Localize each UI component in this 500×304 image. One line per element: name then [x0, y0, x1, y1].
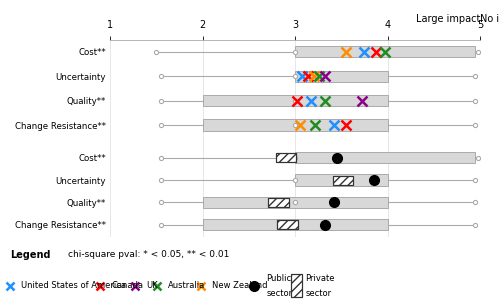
Bar	[291, 274, 302, 297]
Text: Australia: Australia	[168, 281, 205, 290]
Bar	[295, 71, 388, 82]
Bar	[333, 176, 353, 185]
Bar	[202, 95, 388, 106]
Text: New Zealand: New Zealand	[212, 281, 268, 290]
Text: United States of America: United States of America	[21, 281, 126, 290]
Bar	[295, 152, 476, 163]
Bar	[202, 197, 388, 208]
Text: chi-square pval: * < 0.05, ** < 0.01: chi-square pval: * < 0.05, ** < 0.01	[68, 250, 229, 260]
Text: No impact: No impact	[480, 14, 500, 24]
Bar	[295, 46, 476, 57]
Bar	[276, 153, 296, 162]
Bar	[278, 220, 298, 230]
Text: sector: sector	[305, 288, 332, 298]
Bar	[202, 119, 388, 131]
Bar	[268, 198, 288, 207]
Text: Large impact: Large impact	[416, 14, 480, 24]
Bar	[295, 174, 388, 186]
Bar	[202, 219, 388, 230]
Bar	[276, 153, 296, 162]
Text: Private: Private	[305, 274, 334, 283]
Text: Canada: Canada	[112, 281, 144, 290]
Bar	[291, 274, 302, 297]
Text: UK: UK	[146, 281, 158, 290]
Bar	[268, 198, 288, 207]
Text: sector: sector	[266, 288, 292, 298]
Text: Legend: Legend	[10, 250, 50, 261]
Bar	[278, 220, 298, 230]
Bar	[333, 176, 353, 185]
Text: Public: Public	[266, 274, 291, 283]
